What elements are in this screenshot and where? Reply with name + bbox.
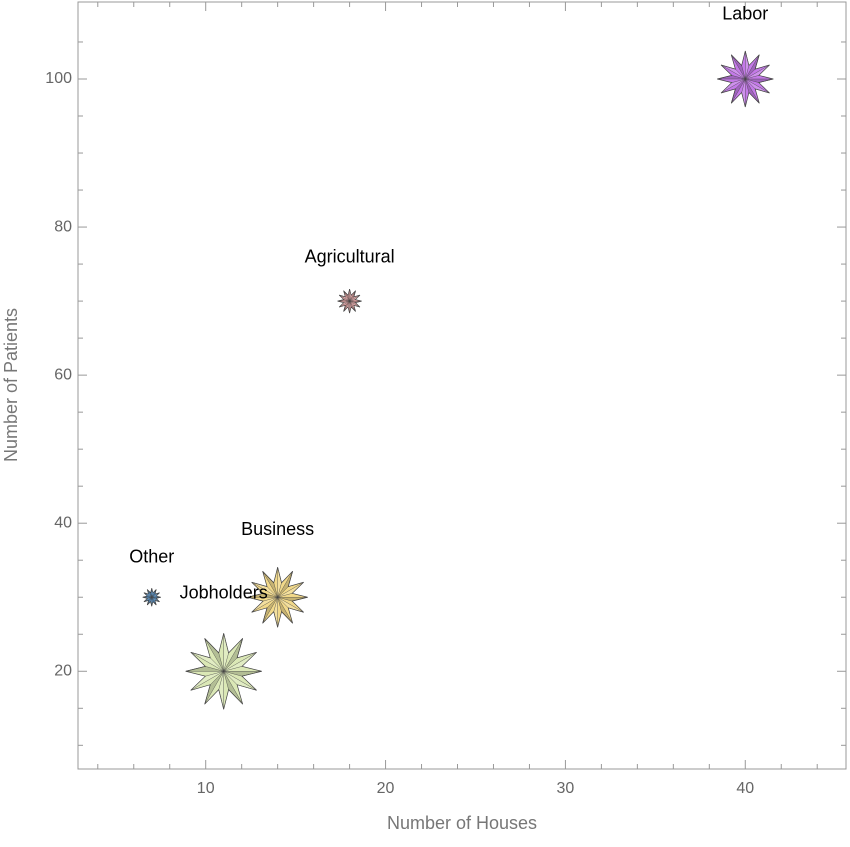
star-facet (251, 597, 278, 613)
y-tick-label: 20 (54, 662, 72, 679)
star-facet (223, 671, 257, 691)
point-label: Agricultural (305, 246, 395, 266)
star-facet (223, 633, 229, 672)
star-facet (204, 671, 224, 705)
star-facet (151, 597, 160, 602)
star-facet (741, 78, 746, 108)
bubble (247, 567, 308, 628)
star-facet (337, 299, 350, 302)
star-facet (349, 300, 362, 303)
star-facet (147, 597, 152, 606)
star-facet (339, 300, 350, 308)
x-axis-label: Number of Houses (387, 813, 537, 833)
star-facet (277, 597, 304, 613)
star-facet (143, 597, 152, 602)
star-facet (142, 595, 152, 598)
star-facet (223, 638, 243, 672)
star-facet (151, 592, 160, 598)
star-facet (190, 671, 224, 691)
star-facet (277, 582, 304, 598)
star-facet (349, 301, 356, 312)
star-facet (204, 638, 224, 672)
bubble (717, 50, 774, 108)
star-facet (147, 589, 152, 598)
y-tick-label: 60 (54, 366, 72, 383)
y-tick-label: 40 (54, 514, 72, 531)
star-facet (151, 588, 154, 598)
x-tick-label: 40 (736, 780, 754, 797)
star-facet (745, 78, 770, 94)
star-facet (277, 597, 308, 602)
x-tick-label: 30 (557, 780, 575, 797)
star-facet (745, 78, 774, 83)
star-facet (223, 652, 257, 672)
star-facet (720, 78, 746, 94)
star-facet (143, 592, 152, 598)
star-facet (185, 666, 224, 672)
star-facet (247, 593, 278, 598)
y-tick-label: 80 (54, 218, 72, 235)
star-facet (349, 300, 361, 308)
star-facet (223, 671, 243, 705)
x-tick-label: 20 (377, 780, 395, 797)
star-facet (277, 571, 293, 598)
y-axis-label: Number of Patients (1, 308, 21, 462)
star-facet (277, 597, 293, 624)
star-facet (151, 597, 157, 606)
star-facet (349, 294, 361, 302)
star-facet (349, 290, 356, 302)
star-facet (273, 597, 278, 628)
star-facet (262, 597, 278, 624)
bubble (337, 289, 362, 314)
point-label: Labor (722, 3, 768, 23)
point-label: Jobholders (180, 583, 268, 603)
star-facet (745, 50, 750, 80)
star-facet (720, 64, 746, 80)
bubble (185, 633, 262, 710)
star-facet (277, 567, 282, 598)
star-facet (262, 571, 278, 598)
star-facet (745, 78, 760, 104)
star-facet (251, 582, 278, 598)
star-facet (745, 54, 760, 80)
star-facet (347, 301, 350, 314)
star-facet (745, 64, 770, 80)
star-facet (151, 597, 161, 599)
star-facet (343, 290, 350, 302)
star-facet (731, 54, 746, 80)
point-label: Other (129, 546, 174, 566)
star-facet (218, 671, 224, 710)
star-facet (717, 75, 746, 80)
star-facet (731, 78, 746, 104)
frame (77, 1, 847, 770)
y-tick-label: 100 (45, 70, 72, 87)
x-tick-label: 10 (197, 780, 215, 797)
star-facet (339, 294, 350, 302)
star-facet (349, 289, 352, 302)
bubble (142, 588, 161, 607)
star-facet (190, 652, 224, 672)
star-facet (343, 300, 350, 312)
point-label: Business (241, 519, 314, 539)
star-facet (151, 589, 157, 598)
star-facet (150, 597, 152, 607)
star-facet (223, 671, 262, 677)
